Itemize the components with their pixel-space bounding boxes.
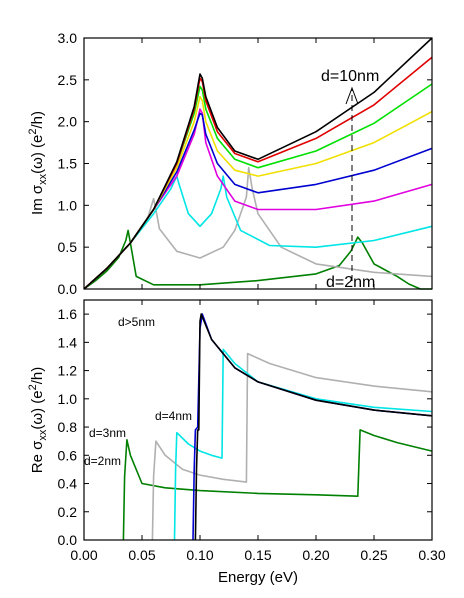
annotation-d3nm: d=3nm (89, 426, 126, 440)
bot-series-line-3 (192, 313, 433, 541)
x-tick-label-3: 0.15 (244, 547, 271, 563)
annotation-d4nm: d=4nm (155, 409, 192, 423)
bot-y-tick-label-5: 1.0 (58, 391, 78, 407)
top-y-tick-label-6: 3.0 (58, 30, 78, 46)
bot-series-line-4 (194, 313, 433, 541)
top-series-line-6 (83, 83, 433, 290)
x-tick-label-0: 0.00 (70, 547, 97, 563)
top-y-tick-label-3: 1.5 (58, 156, 78, 172)
x-axis-label: Energy (eV) (218, 569, 298, 586)
annotation-d10nm: d=10nm (321, 68, 379, 85)
top-series-line-1 (83, 166, 433, 290)
top-plot-frame (83, 37, 433, 290)
top-series-line-2 (83, 175, 433, 290)
x-tick-label-5: 0.25 (360, 547, 387, 563)
bot-y-tick-label-2: 0.4 (58, 476, 78, 492)
top-y-tick-label-4: 2.0 (58, 114, 78, 130)
top-series-line-0 (83, 229, 432, 290)
annotation-d2nm-bottom: d=2nm (84, 454, 121, 468)
bot-series-line-0 (122, 429, 433, 541)
top-series-line-7 (83, 56, 433, 290)
bot-y-tick-label-1: 0.2 (58, 504, 78, 520)
bot-series-line-1 (151, 352, 433, 541)
bottom-panel: 0.0 0.2 0.4 0.6 0.8 1.0 1.2 1.4 1.6 0.00 0.05 0.10… (27, 299, 446, 586)
bottom-y-axis-label: Re σxx(ω) (e2/h) (27, 367, 49, 473)
x-tick-label-6: 0.30 (418, 547, 445, 563)
bottom-x-ticks: 0.00 0.05 0.10 0.15 0.20 0.25 0.30 (70, 300, 446, 563)
bot-y-tick-label-6: 1.2 (58, 363, 78, 379)
x-tick-label-4: 0.20 (302, 547, 329, 563)
annotation-d2nm-top: d=2nm (326, 274, 375, 291)
x-tick-label-2: 0.10 (186, 547, 213, 563)
bot-y-tick-label-7: 1.4 (58, 334, 78, 350)
bottom-y-ticks: 0.0 0.2 0.4 0.6 0.8 1.0 1.2 1.4 1.6 (58, 306, 432, 548)
top-series-group (83, 37, 433, 290)
top-x-ticks (83, 38, 433, 289)
top-series-line-3 (83, 108, 433, 290)
top-y-tick-label-2: 1.0 (58, 197, 78, 213)
d-increase-arrow-head (345, 86, 359, 105)
bot-y-tick-label-8: 1.6 (58, 306, 78, 322)
top-panel: 0.0 0.5 1.0 1.5 2.0 2.5 3.0 Im σxx(ω) (e2/h) d… (27, 30, 433, 297)
annotation-d-gt-5nm: d>5nm (118, 315, 155, 329)
top-y-tick-label-0: 0.0 (58, 281, 78, 297)
bot-series-line-2 (173, 348, 433, 541)
top-series-line-8 (83, 37, 433, 290)
top-y-ticks: 0.0 0.5 1.0 1.5 2.0 2.5 3.0 (58, 30, 432, 297)
x-tick-label-1: 0.05 (128, 547, 155, 563)
bot-y-tick-label-3: 0.6 (58, 447, 78, 463)
bot-y-tick-label-4: 0.8 (58, 419, 78, 435)
bottom-series-group (122, 313, 433, 541)
top-y-axis-label: Im σxx(ω) (e2/h) (27, 111, 49, 215)
bot-y-tick-label-0: 0.0 (58, 532, 78, 548)
top-y-tick-label-5: 2.5 (58, 72, 78, 88)
bottom-plot-frame (83, 299, 433, 541)
top-y-tick-label-1: 0.5 (58, 239, 78, 255)
